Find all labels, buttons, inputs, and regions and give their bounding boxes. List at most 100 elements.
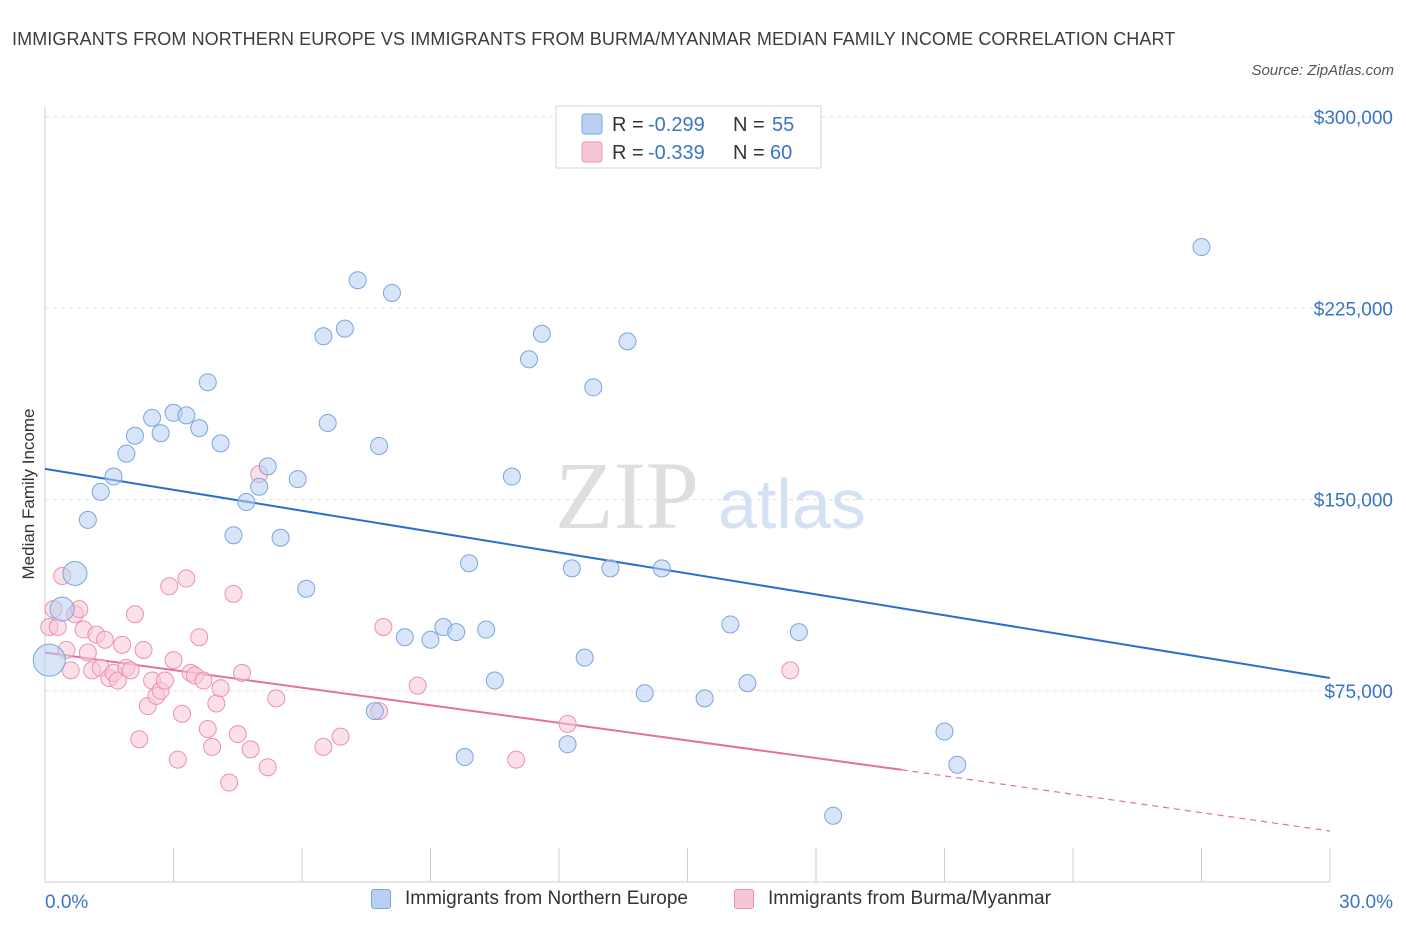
point-northern-europe-49 bbox=[721, 615, 740, 634]
point-northern-europe-22 bbox=[314, 327, 333, 346]
point-northern-europe-0 bbox=[32, 643, 66, 677]
point-northern-europe-45 bbox=[618, 332, 637, 351]
point-northern-europe-4 bbox=[91, 482, 110, 501]
point-northern-europe-3 bbox=[78, 510, 97, 529]
point-burma-56 bbox=[781, 661, 800, 680]
legend-swatch-northern-europe bbox=[371, 889, 391, 909]
point-burma-38 bbox=[203, 737, 222, 756]
point-burma-16 bbox=[108, 671, 127, 690]
point-northern-europe-43 bbox=[584, 378, 603, 397]
point-burma-27 bbox=[155, 671, 174, 690]
point-burma-9 bbox=[78, 643, 97, 662]
point-northern-europe-32 bbox=[447, 623, 466, 642]
point-northern-europe-37 bbox=[502, 467, 521, 486]
point-burma-47 bbox=[258, 758, 277, 777]
point-northern-europe-48 bbox=[695, 689, 714, 708]
point-northern-europe-14 bbox=[211, 434, 230, 453]
point-northern-europe-20 bbox=[288, 470, 307, 489]
chart-title: IMMIGRANTS FROM NORTHERN EUROPE VS IMMIG… bbox=[12, 29, 1176, 49]
point-burma-28 bbox=[160, 577, 179, 596]
y-tick-labels: $75,000 $150,000 $225,000 $300,000 bbox=[1314, 108, 1393, 703]
point-northern-europe-18 bbox=[258, 457, 277, 476]
point-northern-europe-50 bbox=[738, 674, 757, 693]
point-northern-europe-27 bbox=[370, 436, 389, 455]
point-northern-europe-11 bbox=[177, 406, 196, 425]
point-northern-europe-6 bbox=[117, 444, 136, 463]
point-northern-europe-28 bbox=[382, 283, 401, 302]
point-burma-17 bbox=[113, 635, 132, 654]
point-burma-29 bbox=[164, 651, 183, 670]
x-tick-label-0: 0.0% bbox=[45, 892, 88, 913]
point-burma-53 bbox=[408, 676, 427, 695]
point-burma-19 bbox=[121, 661, 140, 680]
legend-item-burma-myanmar[interactable]: Immigrants from Burma/Myanmar bbox=[734, 888, 1051, 910]
legend-n-label-1: N = bbox=[733, 114, 765, 136]
x-tick-label-1: 30.0% bbox=[1339, 892, 1393, 913]
point-burma-54 bbox=[507, 750, 526, 769]
point-burma-21 bbox=[130, 730, 149, 749]
point-northern-europe-55 bbox=[1192, 238, 1211, 257]
chart-source: Source: ZipAtlas.com bbox=[1251, 62, 1394, 79]
point-northern-europe-52 bbox=[824, 806, 843, 825]
legend-n-value-2: 60 bbox=[770, 142, 792, 164]
point-northern-europe-39 bbox=[532, 324, 551, 343]
point-northern-europe-13 bbox=[198, 373, 217, 392]
legend-r-label-2: R = bbox=[612, 142, 644, 164]
point-burma-31 bbox=[173, 704, 192, 723]
point-northern-europe-36 bbox=[485, 671, 504, 690]
legend-swatch-blue bbox=[581, 113, 603, 135]
correlation-legend: R = -0.299 N = 55 R = -0.339 N = 60 bbox=[555, 105, 822, 169]
point-burma-50 bbox=[331, 727, 350, 746]
point-northern-europe-17 bbox=[250, 477, 269, 496]
axes bbox=[44, 107, 1331, 883]
trend-line-burma-extension bbox=[901, 769, 1331, 832]
point-northern-europe-26 bbox=[365, 702, 384, 721]
point-burma-44 bbox=[233, 663, 252, 682]
point-northern-europe-23 bbox=[318, 414, 337, 432]
data-points bbox=[32, 238, 1211, 825]
watermark-zip: ZIP bbox=[555, 442, 699, 549]
point-northern-europe-8 bbox=[143, 408, 162, 427]
series-legend: Immigrants from Northern Europe Immigran… bbox=[0, 888, 1406, 918]
y-axis-label: Median Family Income bbox=[19, 408, 38, 579]
point-northern-europe-25 bbox=[348, 271, 367, 290]
point-northern-europe-9 bbox=[151, 424, 170, 443]
point-burma-40 bbox=[211, 679, 230, 698]
point-burma-43 bbox=[228, 725, 247, 744]
gridlines bbox=[45, 116, 1392, 692]
point-northern-europe-33 bbox=[455, 748, 474, 767]
point-burma-22 bbox=[134, 640, 153, 659]
point-northern-europe-7 bbox=[125, 426, 144, 445]
point-northern-europe-34 bbox=[460, 554, 479, 573]
y-tick-label-3: $300,000 bbox=[1314, 108, 1393, 129]
point-northern-europe-38 bbox=[520, 350, 539, 369]
point-burma-42 bbox=[224, 584, 243, 603]
point-burma-37 bbox=[198, 720, 217, 738]
point-northern-europe-2 bbox=[62, 560, 88, 586]
point-northern-europe-15 bbox=[224, 526, 243, 545]
point-northern-europe-29 bbox=[395, 628, 414, 647]
legend-label-northern-europe: Immigrants from Northern Europe bbox=[405, 888, 688, 909]
point-burma-20 bbox=[125, 605, 144, 624]
legend-swatch-burma-myanmar bbox=[734, 889, 754, 909]
point-northern-europe-42 bbox=[575, 648, 594, 667]
point-burma-36 bbox=[194, 671, 213, 690]
legend-item-northern-europe[interactable]: Immigrants from Northern Europe bbox=[371, 888, 688, 910]
legend-label-burma-myanmar: Immigrants from Burma/Myanmar bbox=[768, 888, 1051, 909]
point-burma-35 bbox=[190, 628, 209, 647]
watermark-atlas: atlas bbox=[718, 465, 866, 543]
point-northern-europe-16 bbox=[237, 493, 256, 512]
y-tick-label-1: $150,000 bbox=[1314, 491, 1393, 512]
point-burma-32 bbox=[177, 569, 196, 588]
point-burma-30 bbox=[168, 750, 187, 769]
point-northern-europe-47 bbox=[652, 559, 671, 578]
point-burma-48 bbox=[267, 689, 286, 708]
point-northern-europe-30 bbox=[421, 630, 440, 649]
point-northern-europe-21 bbox=[297, 579, 316, 598]
y-tick-label-2: $225,000 bbox=[1314, 299, 1393, 320]
point-northern-europe-46 bbox=[635, 684, 654, 703]
y-tick-label-0: $75,000 bbox=[1324, 682, 1393, 703]
point-northern-europe-24 bbox=[335, 319, 354, 338]
point-burma-52 bbox=[374, 618, 393, 636]
